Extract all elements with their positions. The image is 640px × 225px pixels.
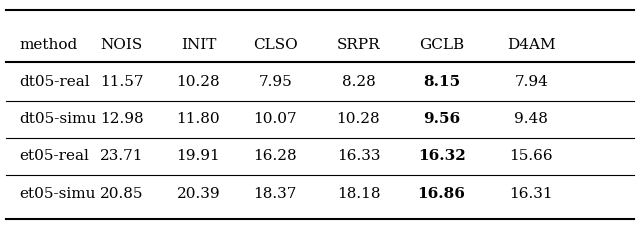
- Text: 18.18: 18.18: [337, 187, 380, 200]
- Text: et05-simu: et05-simu: [19, 187, 96, 200]
- Text: 8.28: 8.28: [342, 75, 375, 89]
- Text: 16.33: 16.33: [337, 149, 380, 163]
- Text: method: method: [19, 38, 77, 52]
- Text: 16.86: 16.86: [418, 187, 465, 200]
- Text: 7.95: 7.95: [259, 75, 292, 89]
- Text: INIT: INIT: [180, 38, 216, 52]
- Text: 12.98: 12.98: [100, 112, 143, 126]
- Text: D4AM: D4AM: [507, 38, 556, 52]
- Text: 23.71: 23.71: [100, 149, 143, 163]
- Text: 10.07: 10.07: [253, 112, 297, 126]
- Text: 18.37: 18.37: [253, 187, 297, 200]
- Text: NOIS: NOIS: [100, 38, 143, 52]
- Text: 10.28: 10.28: [337, 112, 380, 126]
- Text: 16.31: 16.31: [509, 187, 553, 200]
- Text: 20.39: 20.39: [177, 187, 220, 200]
- Text: 9.48: 9.48: [515, 112, 548, 126]
- Text: 10.28: 10.28: [177, 75, 220, 89]
- Text: 8.15: 8.15: [423, 75, 460, 89]
- Text: dt05-real: dt05-real: [19, 75, 90, 89]
- Text: 16.32: 16.32: [418, 149, 465, 163]
- Text: 19.91: 19.91: [177, 149, 220, 163]
- Text: 16.28: 16.28: [253, 149, 297, 163]
- Text: 7.94: 7.94: [515, 75, 548, 89]
- Text: SRPR: SRPR: [337, 38, 380, 52]
- Text: 20.85: 20.85: [100, 187, 143, 200]
- Text: et05-real: et05-real: [19, 149, 89, 163]
- Text: CLSO: CLSO: [253, 38, 298, 52]
- Text: 15.66: 15.66: [509, 149, 553, 163]
- Text: GCLB: GCLB: [419, 38, 464, 52]
- Text: 11.80: 11.80: [177, 112, 220, 126]
- Text: 11.57: 11.57: [100, 75, 143, 89]
- Text: 9.56: 9.56: [423, 112, 460, 126]
- Text: dt05-simu: dt05-simu: [19, 112, 97, 126]
